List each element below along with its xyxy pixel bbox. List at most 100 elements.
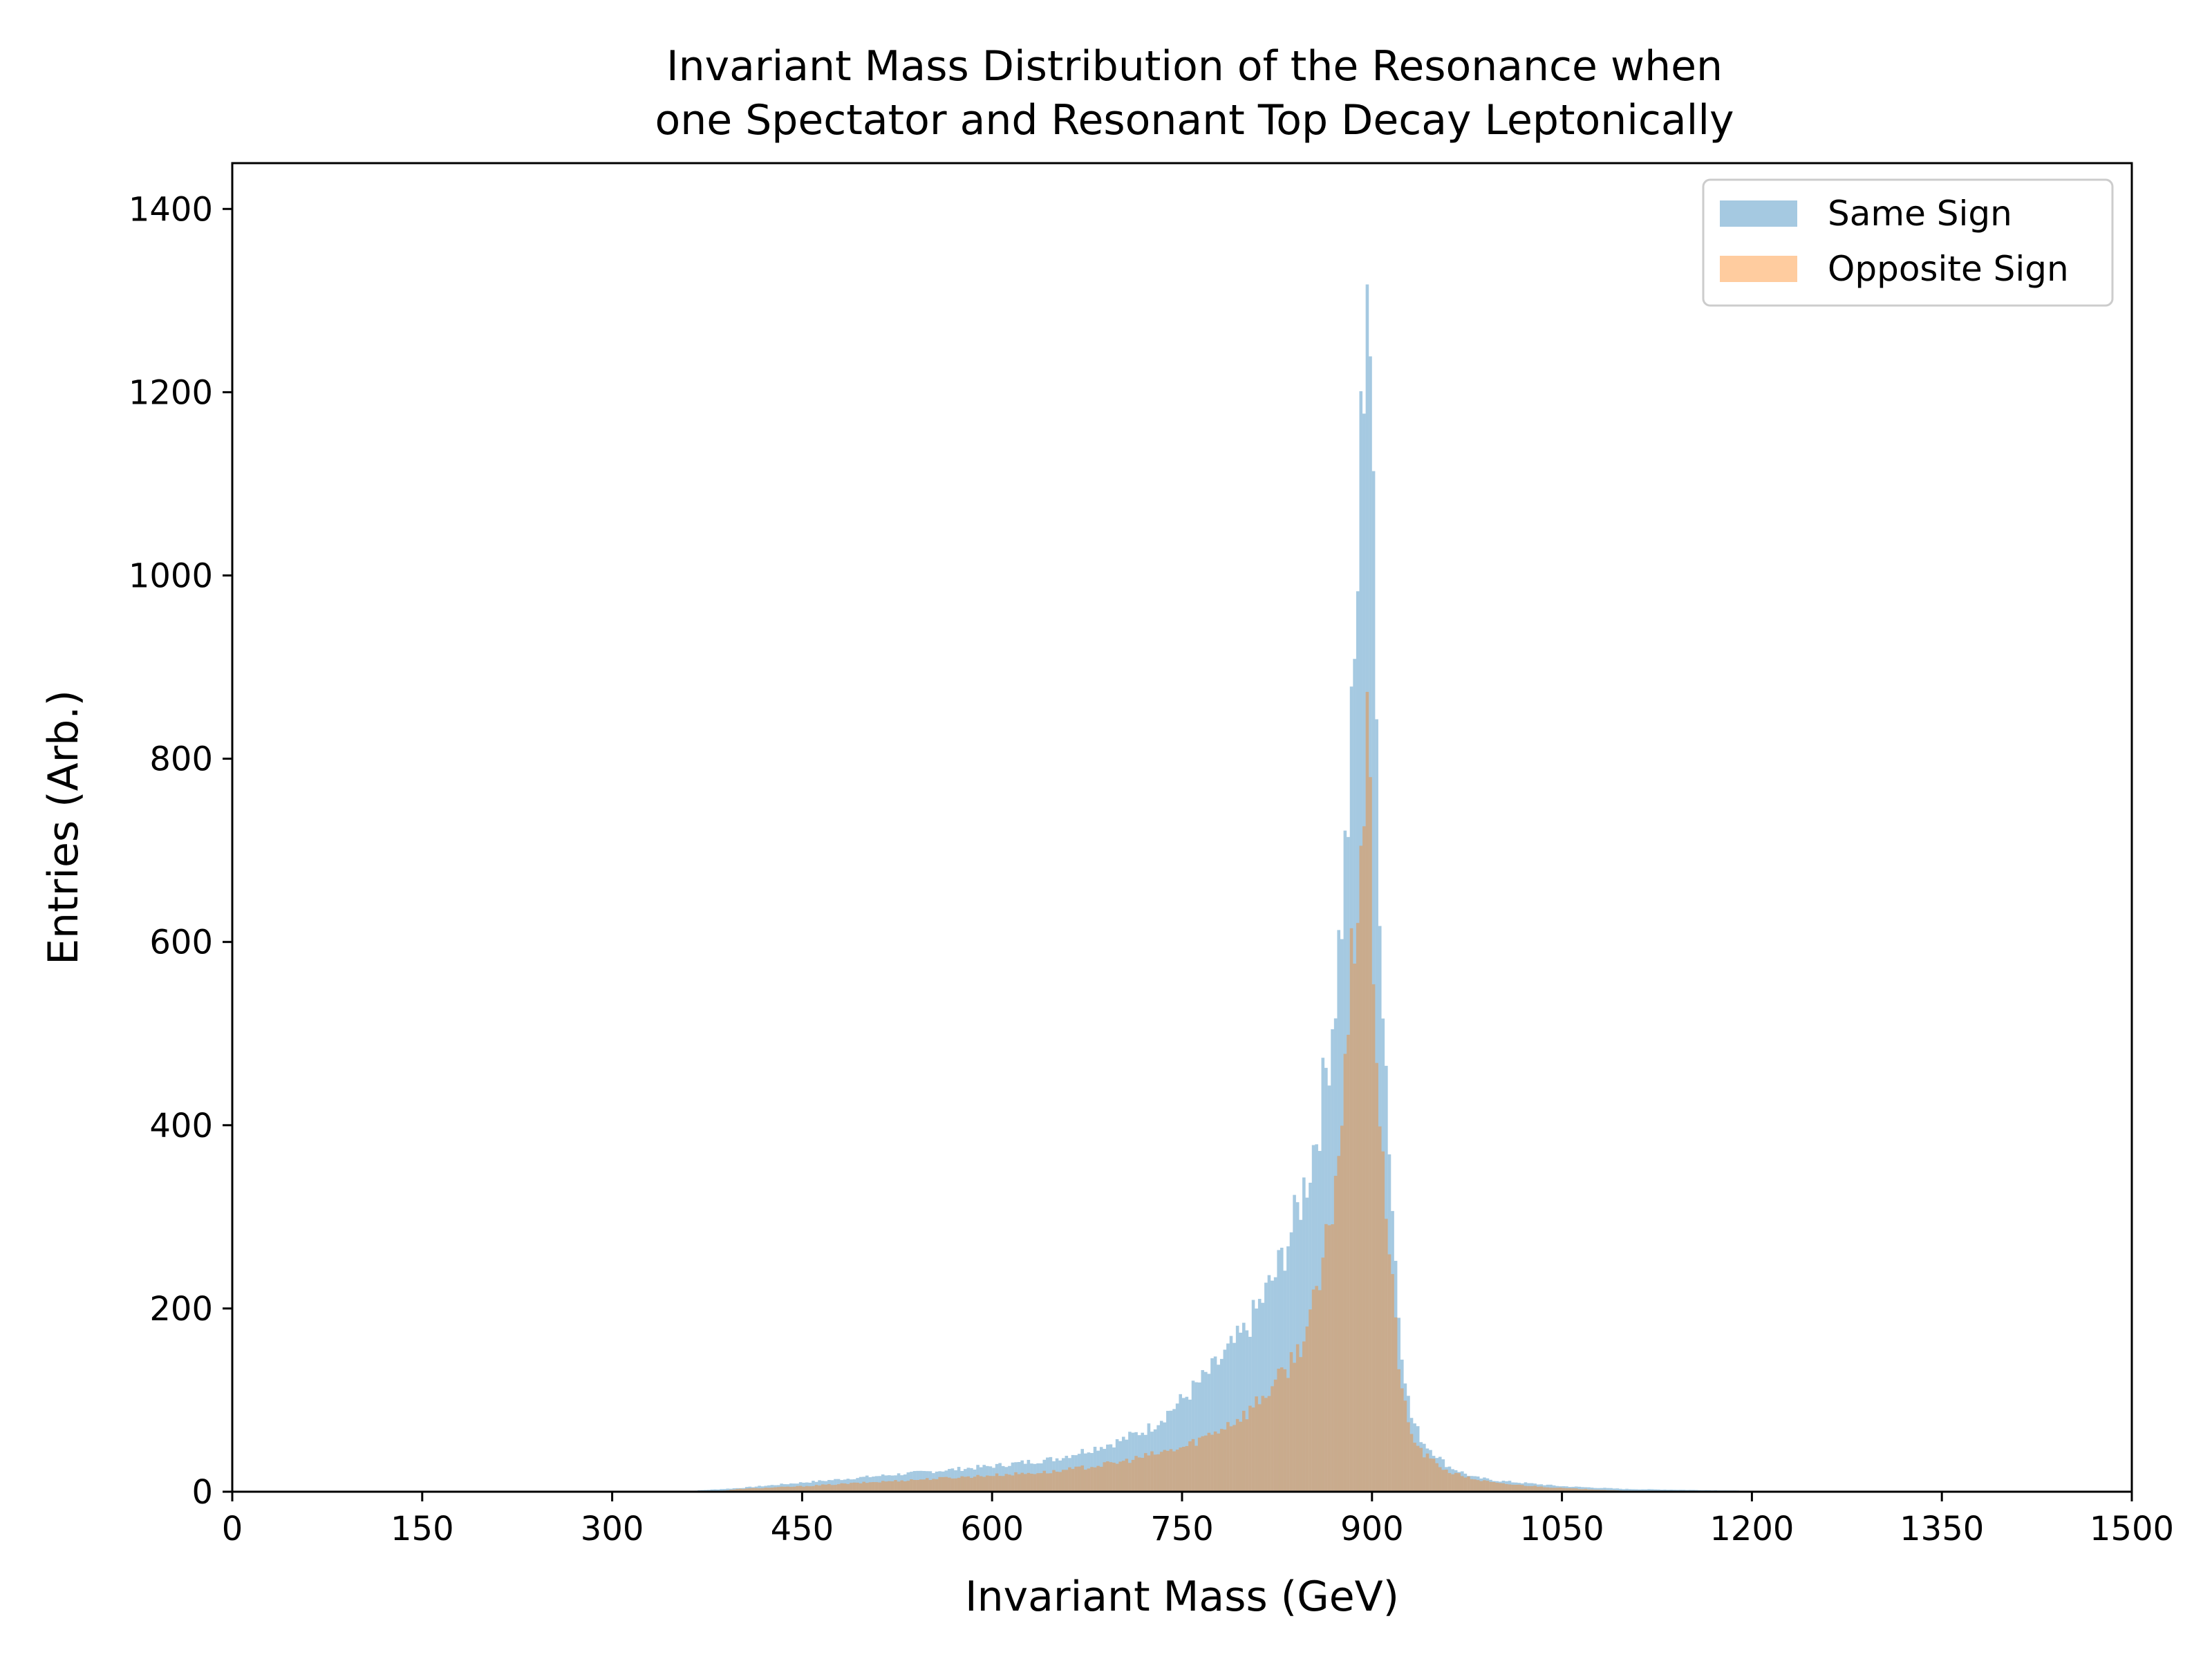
histogram-bar (1622, 1489, 1626, 1492)
histogram-bar (1476, 1476, 1480, 1492)
histogram-bar (754, 1486, 758, 1492)
histogram-bar (1327, 1225, 1331, 1492)
histogram-bar (748, 1488, 752, 1492)
series-opposite-sign (713, 691, 1664, 1492)
histogram-bar (856, 1478, 859, 1492)
histogram-bar (796, 1485, 799, 1492)
histogram-bar (1565, 1486, 1568, 1492)
histogram-bar (782, 1486, 787, 1492)
histogram-bar (1562, 1488, 1566, 1492)
y-tick-label: 600 (149, 924, 213, 962)
histogram-bar (1587, 1489, 1591, 1492)
histogram-bar (1609, 1488, 1613, 1492)
histogram-bar (1489, 1479, 1492, 1492)
histogram-bar (1242, 1410, 1246, 1492)
histogram-bar (840, 1483, 843, 1492)
histogram-bar (1631, 1489, 1635, 1492)
histogram-bar (912, 1479, 917, 1492)
histogram-bar (1505, 1483, 1508, 1492)
histogram-bar (1457, 1472, 1461, 1492)
histogram-bar (881, 1481, 885, 1492)
histogram-bar (1324, 1224, 1328, 1492)
histogram-bar (1587, 1487, 1591, 1492)
histogram-bar (1150, 1451, 1154, 1492)
histogram-bar (1046, 1473, 1049, 1492)
histogram-bar (1039, 1473, 1043, 1492)
legend-swatch-opposite-sign (1720, 256, 1797, 282)
histogram-bar (729, 1488, 733, 1492)
histogram-bar (1065, 1470, 1069, 1492)
histogram-bar (1191, 1380, 1195, 1492)
histogram-bar (1248, 1336, 1252, 1492)
histogram-bar (1197, 1437, 1201, 1492)
histogram-bar (1235, 1325, 1239, 1492)
histogram-bar (1112, 1463, 1116, 1492)
histogram-bar (1501, 1481, 1506, 1492)
histogram-bar (1533, 1485, 1537, 1492)
histogram-bar (824, 1481, 828, 1492)
histogram-bar (836, 1479, 841, 1492)
histogram-bar (1499, 1483, 1502, 1492)
histogram-bar (1397, 1369, 1401, 1492)
histogram-bar (1530, 1483, 1534, 1492)
histogram-bar (1033, 1463, 1037, 1492)
histogram-bar (1169, 1410, 1173, 1492)
histogram-bar (760, 1486, 765, 1492)
histogram-bar (1068, 1458, 1071, 1492)
histogram-bar (1309, 1309, 1312, 1492)
histogram-bar (821, 1484, 825, 1492)
histogram-bar (894, 1480, 897, 1492)
histogram-bar (1387, 1154, 1391, 1492)
histogram-bar (1103, 1449, 1107, 1492)
histogram-bar (862, 1477, 865, 1492)
histogram-bar (1280, 1248, 1284, 1492)
histogram-bar (1505, 1481, 1508, 1492)
histogram-bar (1311, 1289, 1315, 1492)
y-tick-label: 1200 (129, 373, 213, 412)
histogram-bar (1445, 1470, 1448, 1492)
histogram-bar (1305, 1197, 1309, 1492)
histogram-bar (1027, 1459, 1031, 1492)
histogram-bar (890, 1481, 894, 1492)
histogram-bar (1277, 1369, 1280, 1492)
histogram-bar (1179, 1394, 1182, 1492)
histogram-bar (1137, 1457, 1141, 1492)
histogram-bar (1289, 1352, 1293, 1492)
histogram-bar (1156, 1454, 1160, 1492)
histogram-bar (922, 1471, 926, 1492)
histogram-bar (1425, 1448, 1430, 1492)
histogram-bar (1011, 1475, 1015, 1492)
histogram-bar (950, 1478, 955, 1492)
histogram-bar (1499, 1481, 1502, 1492)
histogram-bar (1071, 1454, 1075, 1492)
histogram-bar (1501, 1483, 1506, 1492)
histogram-bar (1318, 1151, 1322, 1492)
histogram-bar (1049, 1473, 1053, 1492)
histogram-bar (767, 1485, 771, 1492)
histogram-bar (1004, 1474, 1009, 1492)
histogram-bar (1524, 1485, 1528, 1492)
histogram-bar (742, 1489, 745, 1492)
histogram-bar (846, 1479, 850, 1492)
histogram-bar (865, 1475, 869, 1492)
histogram-bar (1394, 1317, 1398, 1492)
histogram-bar (1447, 1473, 1452, 1492)
histogram-bar (748, 1486, 752, 1492)
histogram-bar (1451, 1474, 1454, 1492)
histogram-bar (1530, 1485, 1534, 1492)
histogram-bar (979, 1467, 983, 1492)
histogram-bar (1628, 1489, 1632, 1492)
histogram-bar (1619, 1488, 1622, 1492)
histogram-bar (1400, 1359, 1404, 1492)
histogram-bar (1435, 1463, 1438, 1492)
histogram-bar (760, 1488, 765, 1492)
histogram-bar (1267, 1275, 1271, 1492)
histogram-bar (919, 1479, 923, 1492)
histogram-bar (1634, 1489, 1638, 1492)
histogram-bar (1596, 1488, 1600, 1492)
histogram-bar (1378, 1126, 1382, 1492)
histogram-bar (1337, 930, 1340, 1492)
histogram-bar (998, 1476, 1002, 1492)
histogram-bar (1419, 1442, 1423, 1492)
histogram-bar (988, 1476, 993, 1492)
